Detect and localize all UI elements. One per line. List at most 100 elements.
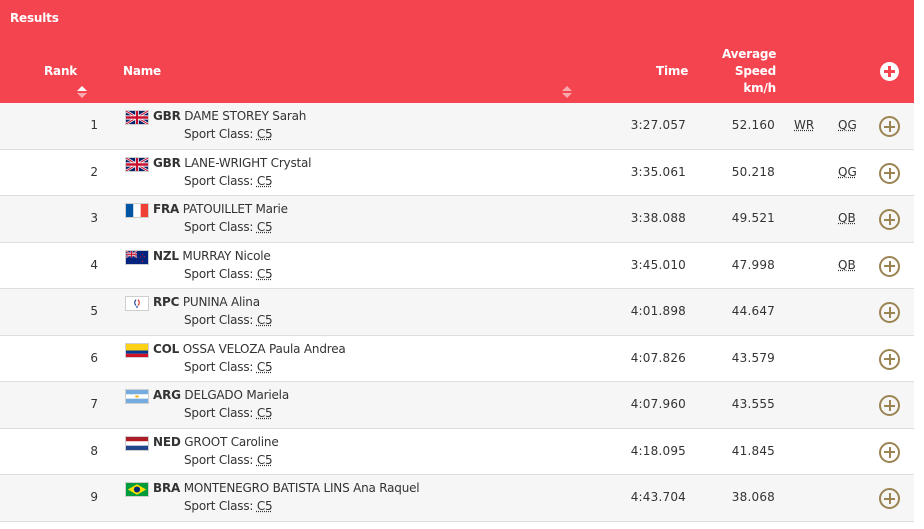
rank-column-header[interactable]: Rank xyxy=(44,64,78,78)
sport-class-label: Sport Class: xyxy=(184,406,254,420)
rank-cell: 1 xyxy=(90,118,98,132)
sport-class-label: Sport Class: xyxy=(184,127,254,141)
athlete-name-text: PATOUILLET Marie xyxy=(182,202,288,216)
record-badge[interactable]: WR xyxy=(794,118,815,132)
speed-column-header: Average Speed km/h xyxy=(722,47,777,95)
sport-class: Sport Class: C5 xyxy=(184,313,273,327)
athlete-name[interactable]: NED GROOT Caroline xyxy=(153,435,279,449)
athlete-name[interactable]: NZL MURRAY Nicole xyxy=(153,249,271,263)
sort-rank-icon[interactable] xyxy=(77,86,87,100)
qualification-badge[interactable]: QB xyxy=(838,257,856,272)
sport-class-label: Sport Class: xyxy=(184,452,254,467)
athlete-name[interactable]: ARG DELGADO Mariela xyxy=(153,388,289,402)
nzl-flag-icon xyxy=(125,249,149,265)
expand-row-icon[interactable] xyxy=(879,162,900,184)
qualification-badge[interactable]: QG xyxy=(838,164,857,179)
qualification-badge[interactable]: QB xyxy=(838,211,856,225)
speed-cell: 41.845 xyxy=(731,443,775,458)
speed-cell: 52.160 xyxy=(731,118,775,132)
table-row[interactable]: 7 ARG DELGADO Mariela Sport Class: C5 4:07.… xyxy=(0,382,914,429)
time-cell: 4:07.960 xyxy=(630,397,686,411)
table-row[interactable]: 6 COL OSSA VELOZA Paula Andrea Sport Class… xyxy=(0,335,914,382)
sport-class-label: Sport Class: xyxy=(184,266,254,281)
table-row[interactable]: 9 BRA MONTENEGRO BATISTA LINS Ana Raquel S… xyxy=(0,475,914,522)
table-row[interactable]: 4 NZL MURRAY Nicole Sport Class: C5 3:45.01… xyxy=(0,242,914,289)
time-column-header: Time xyxy=(656,64,689,78)
rank-cell: 6 xyxy=(90,350,98,365)
rpc-flag-icon xyxy=(125,296,149,311)
athlete-name-text: DELGADO Mariela xyxy=(184,388,289,402)
sport-class-label: Sport Class: xyxy=(184,313,254,327)
time-cell: 3:27.057 xyxy=(630,118,686,132)
noc-code: ARG xyxy=(153,388,181,402)
expand-row-icon[interactable] xyxy=(879,441,900,463)
expand-all-icon[interactable] xyxy=(880,62,899,81)
athlete-name[interactable]: BRA MONTENEGRO BATISTA LINS Ana Raquel xyxy=(153,481,420,495)
name-column-header[interactable]: Name xyxy=(123,64,161,78)
table-row[interactable]: 1 GBR DAME STOREY Sarah Sport Class: C5 3:2… xyxy=(0,103,914,150)
expand-row-icon[interactable] xyxy=(879,116,900,137)
sort-name-icon[interactable] xyxy=(562,86,572,100)
athlete-name-text: OSSA VELOZA Paula Andrea xyxy=(182,341,346,356)
speed-cell: 44.647 xyxy=(731,304,775,318)
noc-code: GBR xyxy=(153,155,181,170)
rank-cell: 3 xyxy=(90,211,98,225)
expand-row-icon[interactable] xyxy=(879,302,900,323)
speed-cell: 49.521 xyxy=(731,211,775,225)
rank-cell: 9 xyxy=(90,490,98,504)
table-row[interactable]: 5 RPC PUNINA Alina Sport Class: C5 4:01.898… xyxy=(0,289,914,336)
sport-class-value[interactable]: C5 xyxy=(256,359,273,374)
speed-cell: 43.579 xyxy=(731,350,775,365)
athlete-name[interactable]: RPC PUNINA Alina xyxy=(153,295,260,309)
noc-code: FRA xyxy=(153,202,180,216)
table-row[interactable]: 8 NED GROOT Caroline Sport Class: C5 4:18.0… xyxy=(0,428,914,475)
athlete-name-text: MONTENEGRO BATISTA LINS Ana Raquel xyxy=(183,481,420,495)
noc-code: GBR xyxy=(153,109,181,123)
athlete-name-text: DAME STOREY Sarah xyxy=(184,109,307,123)
expand-row-icon[interactable] xyxy=(879,348,900,370)
sport-class: Sport Class: C5 xyxy=(184,406,273,420)
sport-class: Sport Class: C5 xyxy=(184,360,273,374)
speed-cell: 43.555 xyxy=(731,397,775,411)
expand-row-icon[interactable] xyxy=(879,488,900,509)
time-cell: 4:07.826 xyxy=(630,350,686,365)
noc-code: NZL xyxy=(153,248,179,263)
sport-class-value[interactable]: C5 xyxy=(256,406,273,420)
sport-class-value[interactable]: C5 xyxy=(256,266,273,281)
sport-class-value[interactable]: C5 xyxy=(256,499,273,513)
bra-flag-icon xyxy=(125,482,149,497)
athlete-name[interactable]: COL OSSA VELOZA Paula Andrea xyxy=(153,342,346,356)
athlete-name[interactable]: GBR DAME STOREY Sarah xyxy=(153,109,306,123)
athlete-name-text: MURRAY Nicole xyxy=(182,248,271,263)
time-cell: 4:18.095 xyxy=(630,443,686,458)
rank-cell: 7 xyxy=(90,397,98,411)
sport-class-value[interactable]: C5 xyxy=(256,452,273,467)
table-row[interactable]: 3 FRA PATOUILLET Marie Sport Class: C5 3:38… xyxy=(0,196,914,243)
noc-code: BRA xyxy=(153,481,181,495)
arg-flag-icon xyxy=(125,389,149,404)
noc-code: COL xyxy=(153,341,180,356)
sport-class-value[interactable]: C5 xyxy=(256,127,273,141)
sport-class: Sport Class: C5 xyxy=(184,220,273,234)
speed-cell: 38.068 xyxy=(731,490,775,504)
sport-class-label: Sport Class: xyxy=(184,499,254,513)
sport-class-value[interactable]: C5 xyxy=(256,220,273,234)
time-cell: 4:01.898 xyxy=(630,304,686,318)
noc-code: RPC xyxy=(153,295,180,309)
athlete-name[interactable]: GBR LANE-WRIGHT Crystal xyxy=(153,155,312,170)
sport-class-value[interactable]: C5 xyxy=(256,173,273,188)
sport-class-value[interactable]: C5 xyxy=(256,313,273,327)
fra-flag-icon xyxy=(125,203,149,218)
rank-cell: 8 xyxy=(90,443,98,458)
athlete-name[interactable]: FRA PATOUILLET Marie xyxy=(153,202,288,216)
table-row[interactable]: 2 GBR LANE-WRIGHT Crystal Sport Class: C5 3… xyxy=(0,149,914,196)
expand-row-icon[interactable] xyxy=(879,209,900,230)
expand-row-icon[interactable] xyxy=(879,255,900,277)
time-cell: 4:43.704 xyxy=(630,490,686,504)
sport-class-label: Sport Class: xyxy=(184,173,254,188)
expand-row-icon[interactable] xyxy=(879,395,900,416)
sport-class-label: Sport Class: xyxy=(184,359,254,374)
athlete-name-text: PUNINA Alina xyxy=(182,295,260,309)
qualification-badge[interactable]: QG xyxy=(838,118,857,132)
rank-cell: 2 xyxy=(90,164,98,179)
